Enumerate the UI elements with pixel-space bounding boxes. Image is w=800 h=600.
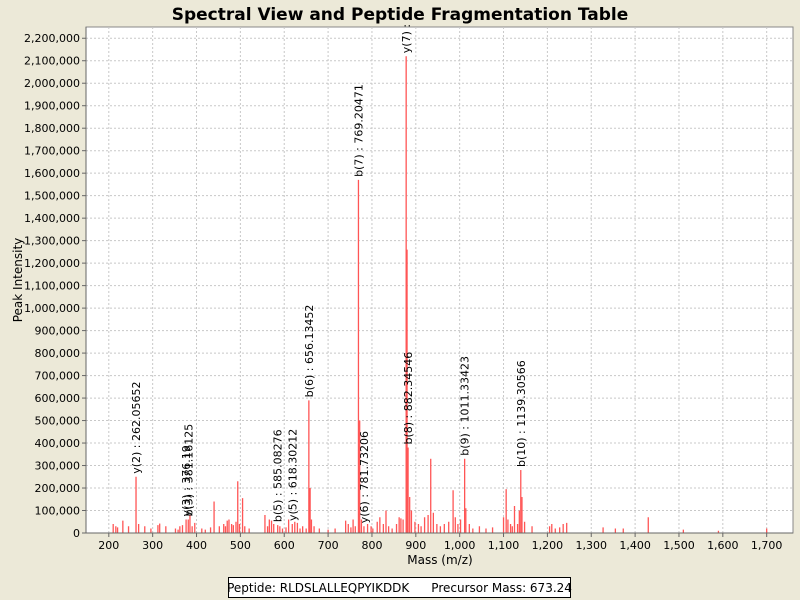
peak-annotation-label: y(2) : 262.05652 (130, 381, 143, 473)
y-tick-label: 2,200,000 (24, 32, 80, 45)
x-tick-label: 1,600 (707, 539, 739, 552)
y-tick-label: 800,000 (35, 347, 81, 360)
x-tick-label: 1,300 (576, 539, 608, 552)
x-tick-label: 700 (318, 539, 339, 552)
peak-annotation-label: y(6) : 781.73206 (358, 431, 371, 523)
peak-annotation-label: y(3) : 376.19 (180, 445, 193, 516)
y-tick-label: 600,000 (35, 392, 81, 405)
y-tick-label: 1,100,000 (24, 280, 80, 293)
y-tick-label: 1,400,000 (24, 212, 80, 225)
x-tick-label: 1,200 (532, 539, 564, 552)
y-axis-label: Peak Intensity (11, 238, 25, 323)
y-tick-label: 1,200,000 (24, 257, 80, 270)
x-tick-label: 1,700 (751, 539, 783, 552)
y-tick-label: 1,800,000 (24, 122, 80, 135)
y-tick-label: 700,000 (35, 370, 81, 383)
y-tick-label: 0 (73, 527, 80, 540)
peak-annotation-label: y(5) : 618.30212 (286, 429, 299, 521)
peak-annotation-label: b(8) : 882.34546 (402, 352, 415, 445)
x-axis-ticks: 200 300 400 500 600 700 800 900 1,000 1,100 1,200 1… (98, 533, 782, 552)
peak-annotation-label: b(6) : 656.13452 (303, 305, 316, 398)
y-tick-label: 100,000 (35, 505, 81, 518)
y-tick-label: 1,300,000 (24, 235, 80, 248)
y-tick-label: 2,000,000 (24, 77, 80, 90)
grid-lines (86, 27, 793, 533)
peak-annotation-label: b(10) : 1139.30566 (515, 360, 528, 467)
y-tick-label: 1,000,000 (24, 302, 80, 315)
peak-annotation-label: b(9) : 1011.33423 (459, 356, 472, 456)
x-tick-label: 800 (361, 539, 382, 552)
y-tick-label: 2,100,000 (24, 55, 80, 68)
peak-annotations: y(2) : 262.05652 y(3) : 376.19b(3) : 381.… (130, 24, 528, 523)
y-tick-label: 400,000 (35, 437, 81, 450)
x-tick-label: 1,100 (488, 539, 520, 552)
peak-bars (112, 56, 768, 533)
y-axis-ticks: 0 100,000 200,000 300,000 400,000 500,000 600,… (24, 32, 86, 540)
x-tick-label: 200 (98, 539, 119, 552)
peak-annotation-label: y(7) : (400, 24, 413, 53)
x-tick-label: 400 (186, 539, 207, 552)
peak-annotation-label: b(5) : 585.08276 (272, 429, 285, 522)
y-tick-label: 200,000 (35, 482, 81, 495)
y-tick-label: 1,900,000 (24, 100, 80, 113)
x-tick-label: 1,400 (619, 539, 651, 552)
y-tick-label: 1,700,000 (24, 145, 80, 158)
x-tick-label: 1,000 (444, 539, 476, 552)
x-tick-label: 300 (142, 539, 163, 552)
peptide-info-box: Peptide: RLDSLALLEQPYIKDDK Precursor Mas… (227, 577, 572, 598)
y-tick-label: 1,500,000 (24, 190, 80, 203)
x-tick-label: 1,500 (663, 539, 695, 552)
y-tick-label: 1,600,000 (24, 167, 80, 180)
precursor-mass: Precursor Mass: 673.24 (431, 580, 572, 595)
peak-annotation-label: b(3) : 381.16125 (182, 424, 195, 517)
y-tick-label: 500,000 (35, 415, 81, 428)
peak-annotation-label: b(7) : 769.20471 (352, 84, 365, 177)
chart-title: Spectral View and Peptide Fragmentation … (172, 5, 629, 25)
y-tick-label: 900,000 (35, 325, 81, 338)
peptide-sequence: Peptide: RLDSLALLEQPYIKDDK (227, 580, 410, 595)
x-tick-label: 900 (405, 539, 426, 552)
x-tick-label: 600 (274, 539, 295, 552)
x-tick-label: 500 (230, 539, 251, 552)
y-tick-label: 300,000 (35, 460, 81, 473)
plot-area (85, 26, 794, 534)
x-axis-label: Mass (m/z) (407, 553, 472, 567)
